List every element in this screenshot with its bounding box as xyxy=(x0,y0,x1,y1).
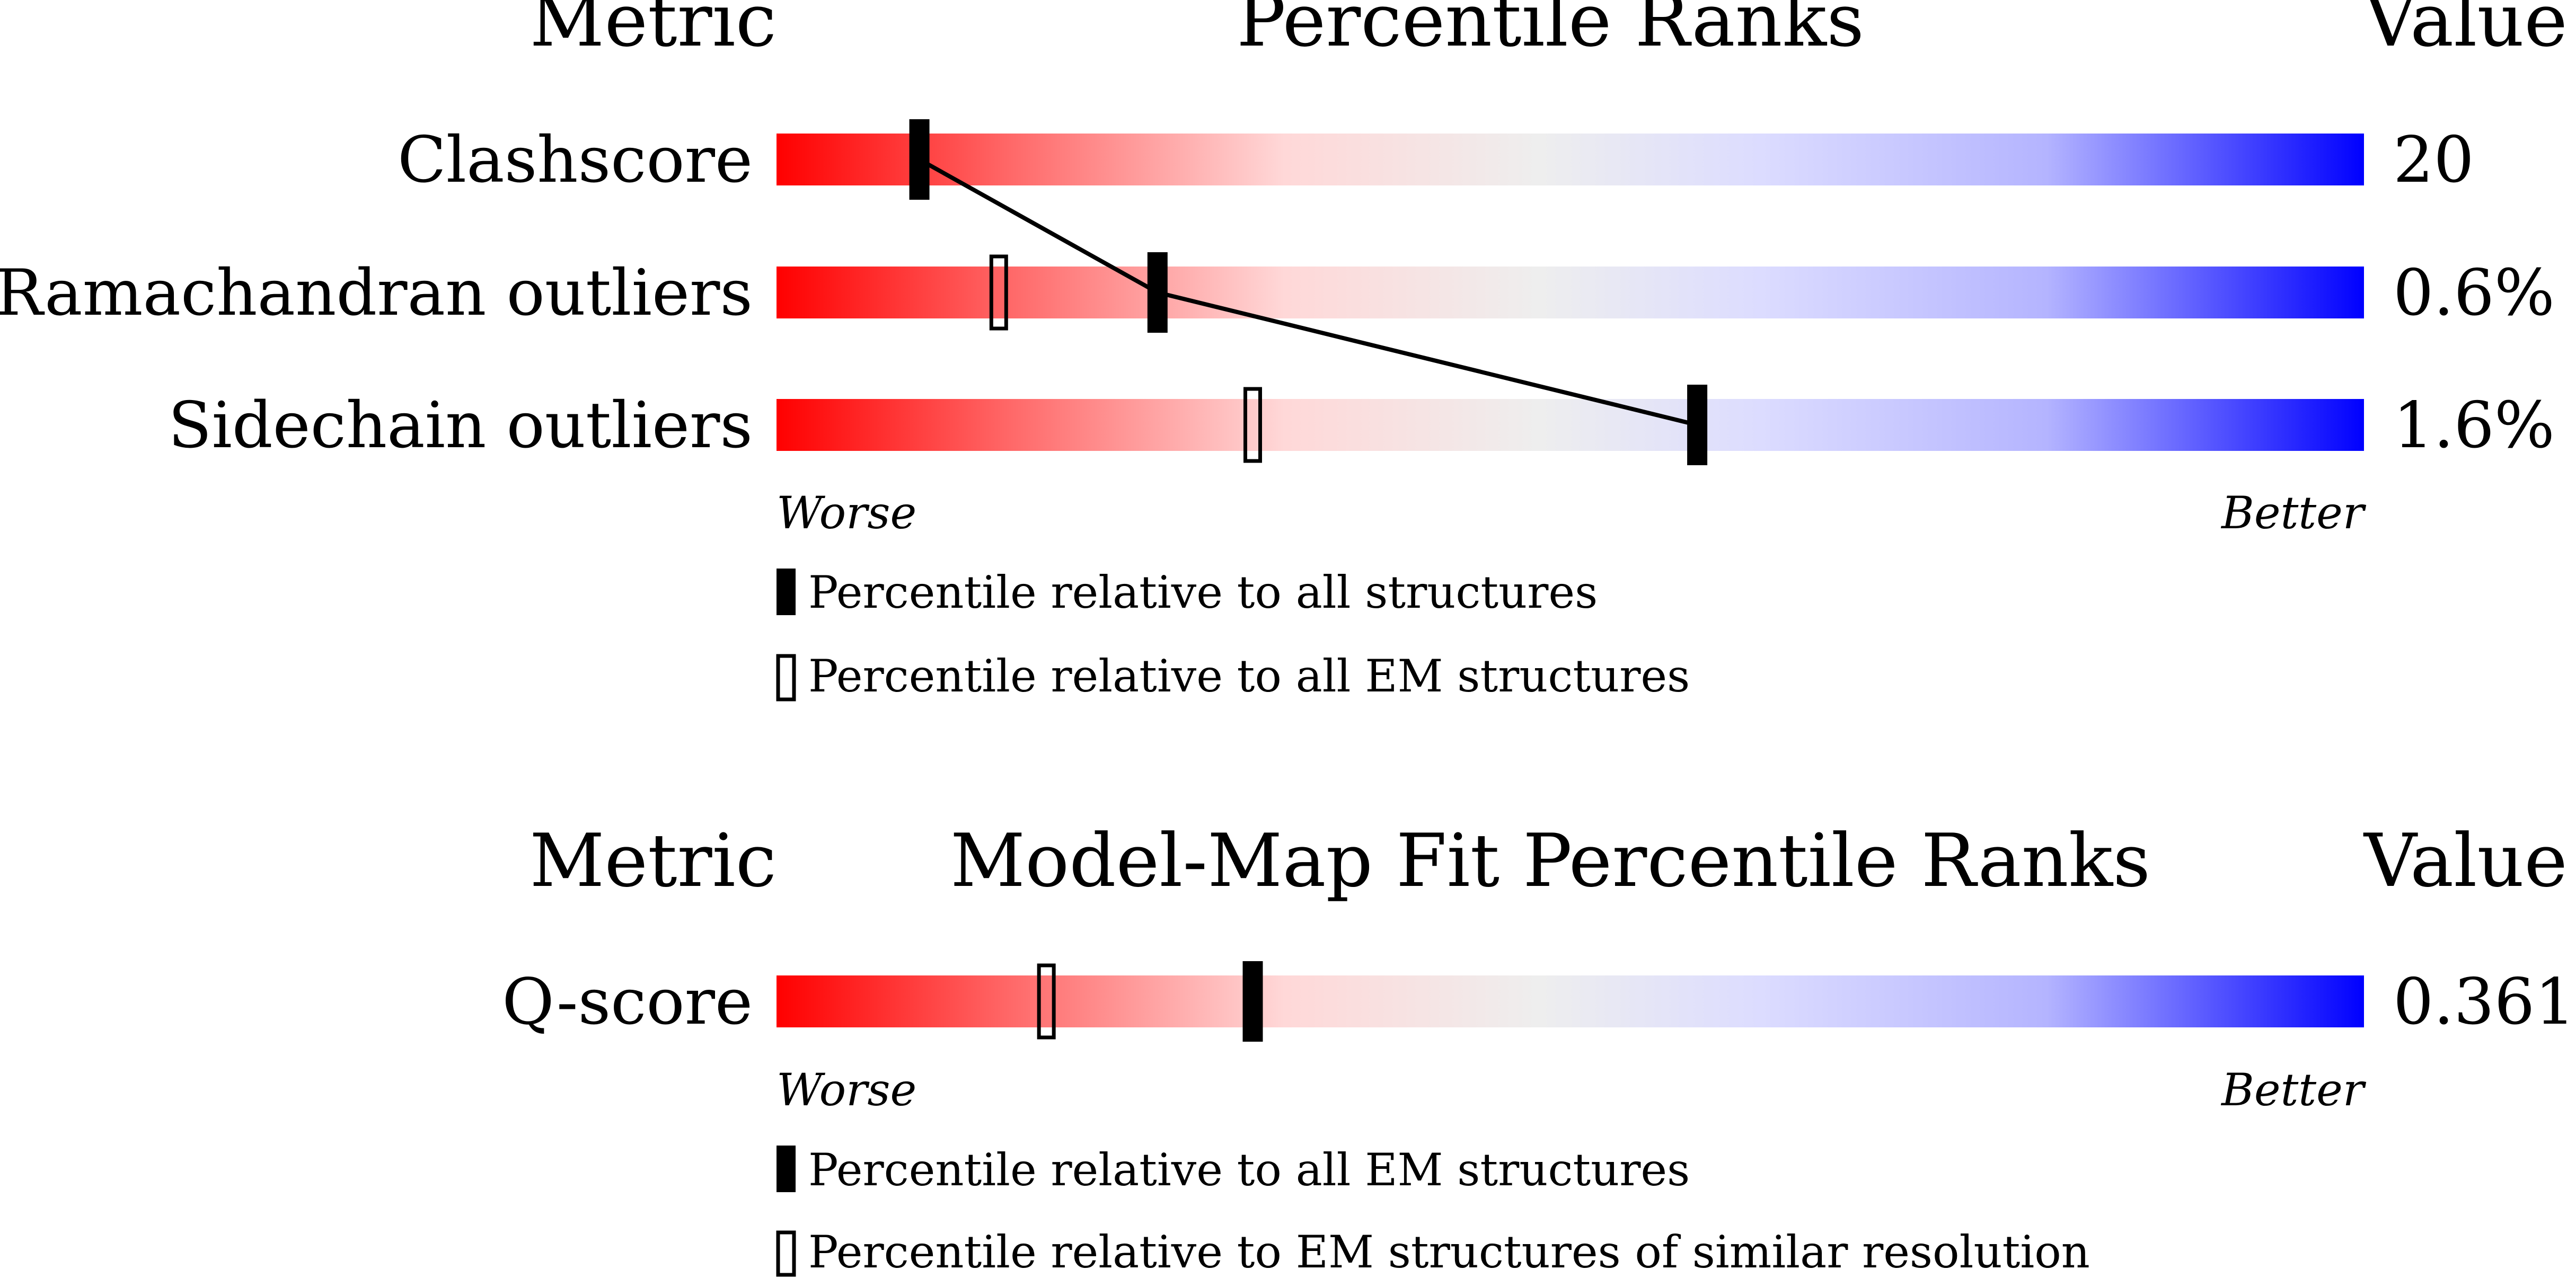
panel-1-title: Percentile Ranks xyxy=(1237,0,1864,63)
panel-2-worse-label: Worse xyxy=(777,1064,916,1116)
metric-value: 0.6% xyxy=(2393,256,2555,330)
percentile-marker-hollow xyxy=(989,254,1008,331)
metric-label: Ramachandran outliers xyxy=(0,256,753,330)
panel-2-title: Model-Map Fit Percentile Ranks xyxy=(950,818,2150,903)
panel-2-legend-filled-label: Percentile relative to all EM structures xyxy=(808,1144,1690,1196)
percentile-marker-filled xyxy=(1242,961,1263,1042)
panel-1-worse-label: Worse xyxy=(777,487,916,539)
metric-label: Clashscore xyxy=(398,123,753,197)
metric-label: Sidechain outliers xyxy=(168,389,753,463)
percentile-bar xyxy=(777,134,2364,185)
panel-2-rows: Q-score 0.361 xyxy=(502,961,2575,1042)
panel-2-better-label: Better xyxy=(2220,1064,2367,1116)
panel-2-legend-hollow-label: Percentile relative to EM structures of … xyxy=(808,1226,2090,1278)
panel-1-legend-filled-marker xyxy=(777,569,796,615)
percentile-marker-hollow xyxy=(1243,387,1262,463)
panel-1-legend-hollow-marker xyxy=(776,654,796,702)
percentile-marker-hollow xyxy=(1037,963,1056,1040)
panel-2-metric-header: Metric xyxy=(530,818,777,903)
panel-2-value-header: Value xyxy=(2363,818,2568,903)
percentile-bar xyxy=(777,975,2364,1027)
metric-value: 1.6% xyxy=(2393,389,2555,463)
panel-1-metric-header: Metric xyxy=(530,0,777,63)
panel-1-legend-hollow-label: Percentile relative to all EM structures xyxy=(808,650,1690,702)
panel-1-legend-filled-label: Percentile relative to all structures xyxy=(808,566,1598,618)
panel-1-rows: Clashscore 20 Ramachandran outliers 0.6% Sid… xyxy=(0,119,2555,465)
percentile-marker-filled xyxy=(909,119,930,200)
percentile-bar xyxy=(777,399,2364,451)
percentile-bar xyxy=(777,267,2364,318)
metric-label: Q-score xyxy=(502,965,753,1039)
panel-1-value-header: Value xyxy=(2363,0,2568,63)
panel-2-legend-hollow-marker xyxy=(776,1230,796,1277)
metric-value: 20 xyxy=(2393,123,2474,197)
percentile-marker-filled xyxy=(1147,252,1168,333)
panel-2-legend-filled-marker xyxy=(777,1146,796,1192)
metric-value: 0.361 xyxy=(2393,965,2575,1039)
percentile-marker-filled xyxy=(1687,385,1708,465)
panel-1-better-label: Better xyxy=(2220,487,2367,539)
